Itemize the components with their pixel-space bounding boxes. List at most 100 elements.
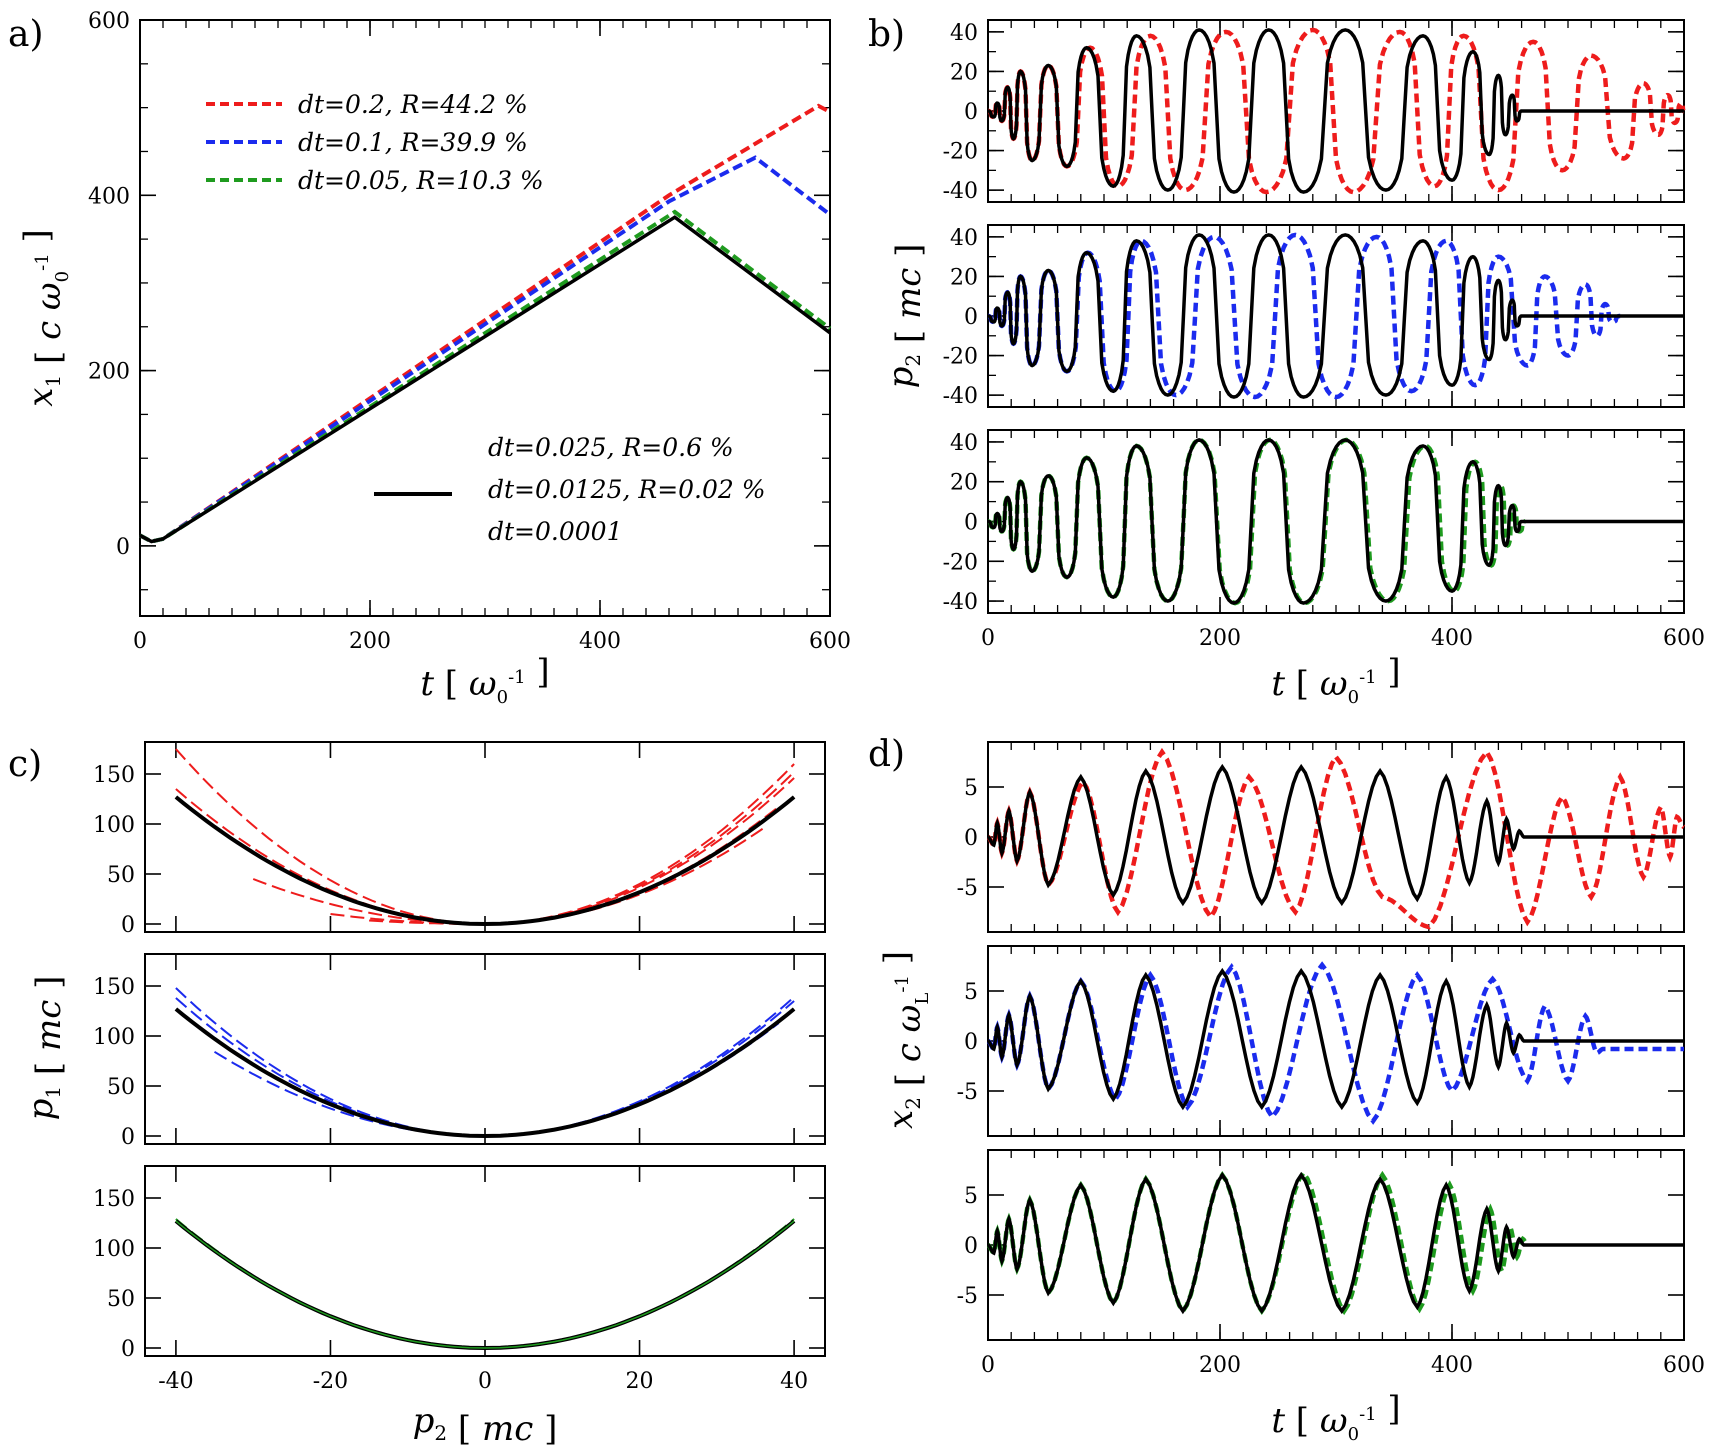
plot-frame-c1 — [144, 741, 826, 933]
panel-c: 0 50 100 150 0 50 100 150 -40 -20 0 20 40 0 50 100 150 p2… — [21, 741, 826, 1449]
y-tick-label-b2: 0 — [964, 305, 978, 330]
x-tick-label-a: 400 — [579, 629, 621, 654]
y-tick-label-c1: 0 — [121, 913, 135, 938]
y-tick-label-a: 0 — [116, 535, 130, 560]
legend-entry-green: dt=0.05, R=10.3 % — [298, 166, 544, 195]
x-tick-label-c3: 40 — [780, 1369, 808, 1394]
series-curve-blue — [213, 1022, 780, 1138]
series-line-red — [139, 103, 831, 544]
x-tick-label-c3: -40 — [158, 1369, 193, 1394]
series-line-green — [986, 1169, 1529, 1316]
y-axis-label-a: x1 [ c ω0-1 ] — [17, 229, 73, 406]
panel-label-a: a) — [8, 14, 44, 55]
reference-line-black — [987, 233, 1684, 399]
y-tick-label-a: 400 — [88, 184, 130, 209]
y-tick-label-c1: 150 — [93, 763, 135, 788]
y-axis-label-c: p1 [ mc ] — [21, 976, 69, 1121]
reference-curve-black — [174, 795, 796, 927]
y-tick-label-a: 200 — [88, 360, 130, 385]
series-curve-red — [252, 777, 795, 925]
reference-line-black — [987, 967, 1684, 1111]
y-tick-label-c2: 100 — [93, 1025, 135, 1050]
y-tick-label-b2: -20 — [943, 345, 978, 370]
y-tick-label-d1: -5 — [957, 876, 978, 901]
y-tick-label-b1: 0 — [964, 100, 978, 125]
y-tick-label-b2: -40 — [943, 384, 978, 409]
y-tick-label-c2: 150 — [93, 975, 135, 1000]
y-tick-label-d2: -5 — [957, 1080, 978, 1105]
y-tick-label-d2: 0 — [964, 1030, 978, 1055]
y-tick-label-b2: 40 — [950, 226, 978, 251]
y-tick-label-d1: 0 — [964, 826, 978, 851]
y-tick-label-d3: 5 — [964, 1184, 978, 1209]
y-tick-label-b3: 20 — [950, 471, 978, 496]
y-axis-label-d: x2 [ c ωL-1 ] — [877, 951, 933, 1129]
y-tick-label-d3: 0 — [964, 1234, 978, 1259]
x-tick-label-d3: 600 — [1663, 1353, 1705, 1378]
series-curve-green-overlay — [175, 1220, 795, 1349]
panel-label-b: b) — [868, 14, 905, 55]
y-tick-label-c3: 50 — [107, 1287, 135, 1312]
legend-entry-black-3: dt=0.0001 — [488, 517, 622, 546]
x-tick-label-b3: 400 — [1431, 626, 1473, 651]
series-line-blue — [986, 961, 1684, 1125]
series-curve-red — [369, 827, 764, 925]
y-axis-label-b: p2 [ mc ] — [881, 244, 929, 389]
series-curve-green — [175, 1218, 795, 1350]
x-axis-label-a: t [ ω0-1 ] — [420, 652, 549, 708]
x-axis-label-c: p2 [ mc ] — [413, 1401, 558, 1449]
x-tick-label-a: 0 — [133, 629, 147, 654]
x-axis-label-b: t [ ω0-1 ] — [1271, 652, 1400, 708]
x-tick-label-b3: 200 — [1199, 626, 1241, 651]
y-tick-label-c1: 100 — [93, 813, 135, 838]
y-tick-label-b3: 0 — [964, 511, 978, 536]
reference-line-black — [987, 1171, 1684, 1315]
y-tick-label-b3: -20 — [943, 550, 978, 575]
legend-a: dt=0.2, R=44.2 % dt=0.1, R=39.9 % dt=0.0… — [206, 90, 766, 546]
x-tick-label-c3: 20 — [626, 1369, 654, 1394]
legend-entry-blue: dt=0.1, R=39.9 % — [298, 128, 528, 157]
y-tick-label-c3: 0 — [121, 1337, 135, 1362]
x-tick-label-b3: 0 — [981, 626, 995, 651]
y-tick-label-b1: 40 — [950, 21, 978, 46]
legend-entry-red: dt=0.2, R=44.2 % — [298, 90, 528, 119]
y-tick-label-c2: 0 — [121, 1125, 135, 1150]
series-line-red — [986, 747, 1686, 930]
series-curve-red — [175, 771, 795, 926]
x-tick-label-d3: 200 — [1199, 1353, 1241, 1378]
series-curve-red — [330, 805, 780, 925]
x-tick-label-a: 600 — [809, 629, 851, 654]
y-tick-label-d1: 5 — [964, 776, 978, 801]
y-tick-label-c1: 50 — [107, 863, 135, 888]
panel-d: -5 0 5 -5 0 5 0 200 400 600 -5 0 5 t [ ω0-1 ] x2 [ c ω… — [877, 741, 1705, 1445]
x-tick-label-d3: 0 — [981, 1353, 995, 1378]
series-curve-red — [175, 748, 795, 926]
x-tick-label-d3: 400 — [1431, 1353, 1473, 1378]
panel-a: 0 200 400 600 0 200 400 600 t [ ω0-1 ] x1 [ c ω0-… — [17, 9, 851, 708]
x-tick-label-c3: -20 — [313, 1369, 348, 1394]
y-tick-label-b3: 40 — [950, 431, 978, 456]
y-tick-label-c3: 100 — [93, 1237, 135, 1262]
y-tick-label-c3: 150 — [93, 1187, 135, 1212]
reference-line-black — [987, 763, 1684, 907]
legend-entry-black-2: dt=0.0125, R=0.02 % — [488, 475, 766, 504]
x-tick-label-c3: 0 — [478, 1369, 492, 1394]
legend-entry-black-1: dt=0.025, R=0.6 % — [488, 433, 734, 462]
y-tick-label-a: 600 — [88, 9, 130, 34]
y-tick-label-b1: 20 — [950, 60, 978, 85]
y-tick-label-b1: -20 — [943, 140, 978, 165]
series-curve-blue — [175, 987, 795, 1138]
y-tick-label-b3: -40 — [943, 590, 978, 615]
plot-frame-c3 — [144, 1165, 826, 1357]
y-tick-label-d2: 5 — [964, 980, 978, 1005]
x-axis-label-d: t [ ω0-1 ] — [1271, 1389, 1400, 1445]
panel-label-c: c) — [8, 744, 42, 785]
y-tick-label-c2: 50 — [107, 1075, 135, 1100]
reference-line-black — [987, 28, 1684, 194]
x-tick-label-a: 200 — [349, 629, 391, 654]
x-tick-label-b3: 600 — [1663, 626, 1705, 651]
y-tick-label-b2: 20 — [950, 265, 978, 290]
panel-label-d: d) — [868, 734, 905, 775]
y-tick-label-d3: -5 — [957, 1284, 978, 1309]
